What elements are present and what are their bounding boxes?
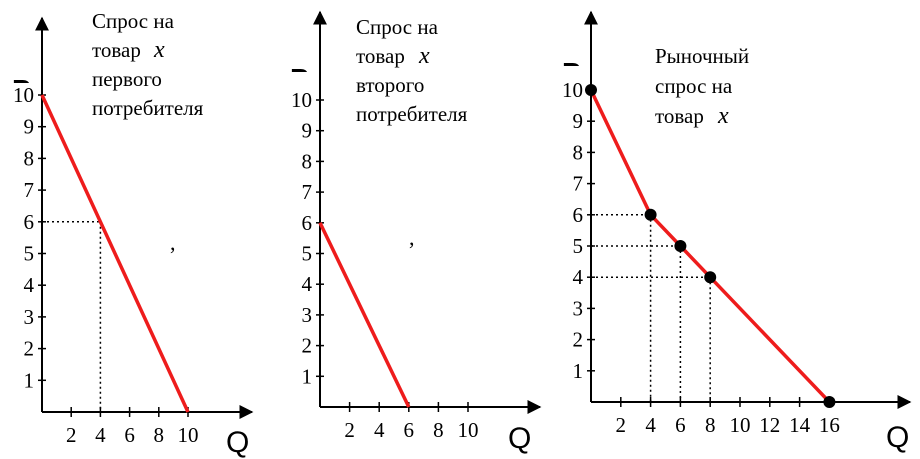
demand-line xyxy=(40,94,190,413)
y-tick-label: 6 xyxy=(302,211,313,235)
chart-title-line: второго xyxy=(356,73,424,97)
data-point xyxy=(585,84,597,96)
y-tick-label: 4 xyxy=(24,273,35,297)
stray-mark: , xyxy=(170,230,176,255)
y-tick-label: 1 xyxy=(302,364,313,388)
y-axis-label: P xyxy=(12,74,31,105)
y-tick-label: 9 xyxy=(573,109,584,133)
y-tick-label: 8 xyxy=(302,149,313,173)
x-tick-label: 8 xyxy=(433,418,444,442)
y-axis-label: P xyxy=(290,63,309,94)
data-point xyxy=(674,240,687,252)
x-tick-label: 6 xyxy=(124,423,135,447)
y-tick-label: 9 xyxy=(24,115,35,139)
demand-line xyxy=(318,222,411,408)
y-tick-label: 2 xyxy=(24,337,35,361)
chart-title-line: товар xyxy=(655,104,704,128)
chart-title-variable: x xyxy=(418,43,430,69)
data-point xyxy=(704,271,717,284)
x-tick-label: 2 xyxy=(616,413,627,437)
chart-title-line: первого xyxy=(92,67,162,91)
y-tick-label: 1 xyxy=(573,359,584,383)
data-point xyxy=(644,208,657,221)
x-tick-label: 10 xyxy=(178,423,199,447)
x-tick-label: 10 xyxy=(730,413,751,437)
chart-title-line: потребителя xyxy=(356,102,468,126)
y-tick-label: 10 xyxy=(13,83,34,107)
x-tick-label: 6 xyxy=(675,413,686,437)
data-point xyxy=(823,396,836,408)
chart-title-variable: x xyxy=(153,37,165,63)
x-tick-label: 12 xyxy=(759,413,780,437)
y-tick-label: 1 xyxy=(24,368,35,392)
chart-title-line: Спрос на xyxy=(356,15,439,39)
x-tick-label: 10 xyxy=(458,418,479,442)
x-tick-label: 8 xyxy=(705,413,716,437)
y-tick-label: 4 xyxy=(302,272,313,296)
x-tick-label: 16 xyxy=(819,413,840,437)
y-tick-label: 6 xyxy=(573,203,584,227)
y-tick-label: 10 xyxy=(562,78,583,102)
x-tick-label: 4 xyxy=(374,418,385,442)
y-tick-label: 5 xyxy=(24,242,35,266)
chart-title-line: потребителя xyxy=(92,96,204,120)
y-tick-label: 5 xyxy=(302,242,313,266)
x-tick-label: 2 xyxy=(344,418,355,442)
y-tick-label: 7 xyxy=(573,172,584,196)
stray-mark: , xyxy=(409,225,415,250)
y-tick-label: 8 xyxy=(573,140,584,164)
chart-title-line: спрос на xyxy=(655,74,733,98)
y-tick-label: 3 xyxy=(302,303,313,327)
y-tick-label: 10 xyxy=(291,88,312,112)
y-tick-label: 9 xyxy=(302,119,313,143)
x-axis-label: Q xyxy=(226,426,249,459)
x-tick-label: 4 xyxy=(95,423,106,447)
y-tick-label: 6 xyxy=(24,210,35,234)
x-axis-label: Q xyxy=(886,421,909,454)
y-axis-label: P xyxy=(562,57,581,88)
x-tick-label: 14 xyxy=(789,413,811,437)
y-tick-label: 5 xyxy=(573,234,584,258)
y-tick-label: 3 xyxy=(573,296,584,320)
y-tick-label: 8 xyxy=(24,146,35,170)
y-tick-label: 2 xyxy=(302,334,313,358)
y-tick-label: 2 xyxy=(573,328,584,352)
y-tick-label: 7 xyxy=(24,178,35,202)
y-tick-label: 4 xyxy=(573,265,584,289)
x-tick-label: 8 xyxy=(154,423,165,447)
chart-title-line: товар xyxy=(92,38,141,62)
chart-title-line: Спрос на xyxy=(92,9,175,33)
chart-title-variable: x xyxy=(717,103,729,129)
x-axis-label: Q xyxy=(508,422,531,455)
x-tick-label: 2 xyxy=(66,423,77,447)
chart-title-line: Рыночный xyxy=(655,44,749,68)
chart-title-line: товар xyxy=(356,44,405,68)
y-tick-label: 7 xyxy=(302,180,313,204)
x-tick-label: 4 xyxy=(645,413,656,437)
y-tick-label: 3 xyxy=(24,305,35,329)
x-tick-label: 6 xyxy=(404,418,415,442)
